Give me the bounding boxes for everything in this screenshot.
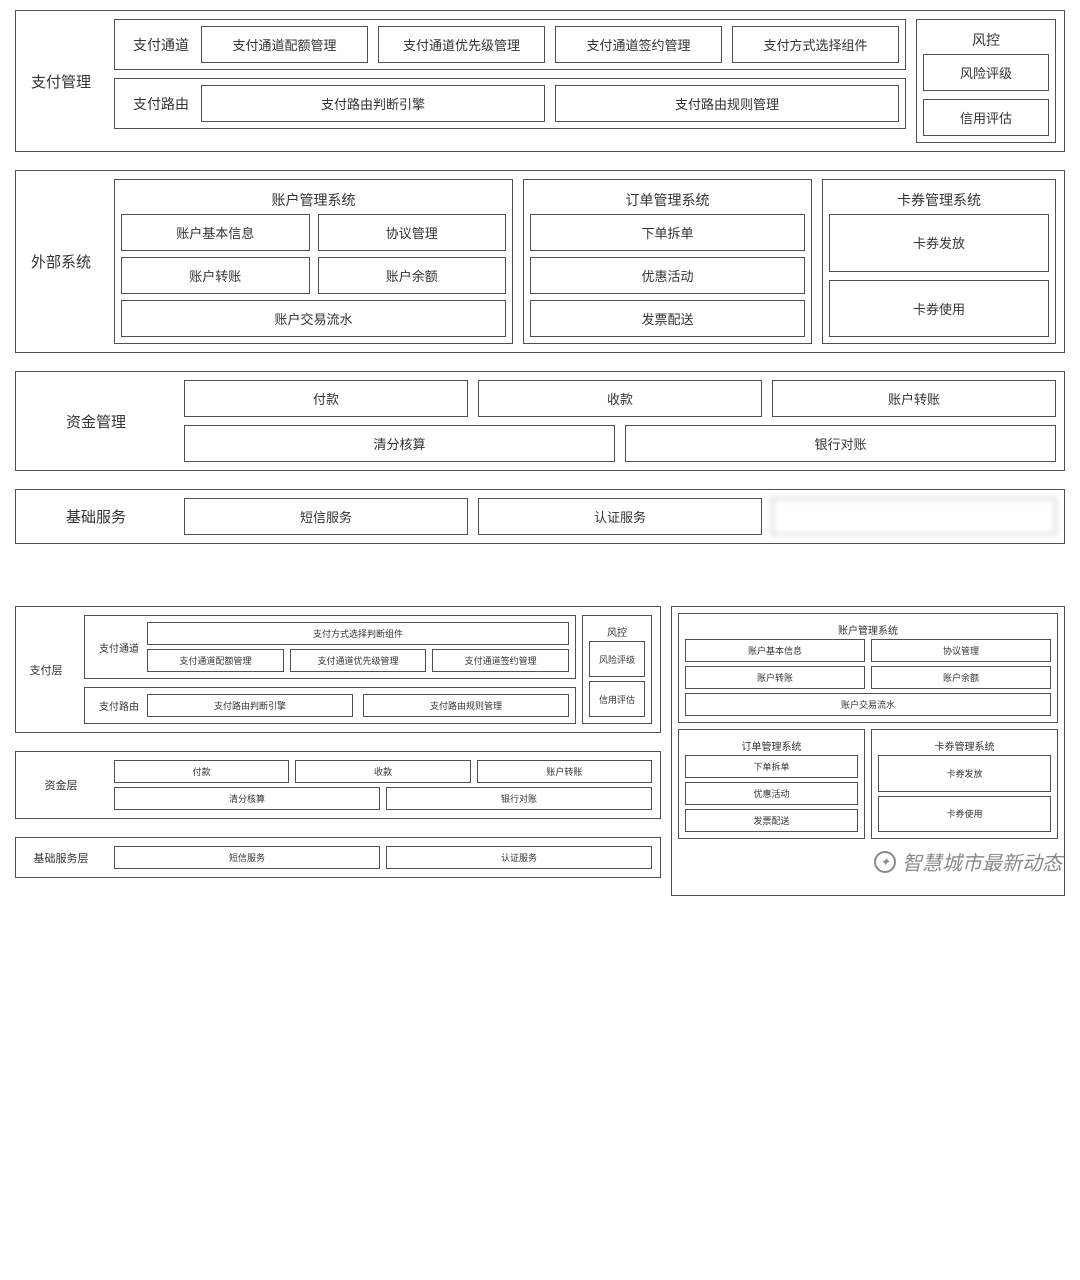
cell: 支付路由判断引擎 bbox=[201, 85, 545, 122]
mini-order: 订单管理系统 下单拆单 优惠活动 发票配送 bbox=[678, 729, 865, 839]
section-fund: 资金管理 付款 收款 账户转账 清分核算 银行对账 bbox=[15, 371, 1065, 471]
cell: 支付方式选择组件 bbox=[732, 26, 899, 63]
label-fund: 资金管理 bbox=[16, 372, 176, 470]
mini-acct: 账户管理系统 账户基本信息 协议管理 账户转账 账户余额 账户交易流水 bbox=[678, 613, 1058, 723]
cell: 支付路由规则管理 bbox=[555, 85, 899, 122]
panel-card: 卡券管理系统 卡券发放 卡券使用 bbox=[822, 179, 1056, 344]
label-base: 基础服务 bbox=[16, 490, 176, 543]
mini-card: 卡券管理系统 卡券发放 卡券使用 bbox=[871, 729, 1058, 839]
section-external: 外部系统 账户管理系统 账户基本信息 协议管理 账户转账 账户余额 账户交易流水… bbox=[15, 170, 1065, 353]
mini-pay: 支付层 支付通道 支付方式选择判断组件 支付通道配额管理 支付通道优先级管理 支… bbox=[15, 606, 661, 733]
panel-account: 账户管理系统 账户基本信息 协议管理 账户转账 账户余额 账户交易流水 bbox=[114, 179, 513, 344]
cell: 支付通道优先级管理 bbox=[378, 26, 545, 63]
row-pay-route: 支付路由 支付路由判断引擎 支付路由规则管理 bbox=[114, 78, 906, 129]
panel-risk: 风控 风险评级 信用评估 bbox=[916, 19, 1056, 143]
row-pay-channel: 支付通道 支付通道配额管理 支付通道优先级管理 支付通道签约管理 支付方式选择组… bbox=[114, 19, 906, 70]
mini-fund: 资金层 付款 收款 账户转账 清分核算 银行对账 bbox=[15, 751, 661, 819]
label-external: 外部系统 bbox=[16, 171, 106, 352]
label-pay-mgmt: 支付管理 bbox=[16, 11, 106, 151]
cell-obscured bbox=[772, 498, 1056, 535]
wechat-icon: ✦ bbox=[874, 851, 896, 873]
section-base: 基础服务 短信服务 认证服务 bbox=[15, 489, 1065, 544]
cell: 支付通道配额管理 bbox=[201, 26, 368, 63]
mini-base: 基础服务层 短信服务 认证服务 bbox=[15, 837, 661, 878]
panel-order: 订单管理系统 下单拆单 优惠活动 发票配送 bbox=[523, 179, 812, 344]
section-pay-mgmt: 支付管理 支付通道 支付通道配额管理 支付通道优先级管理 支付通道签约管理 支付… bbox=[15, 10, 1065, 152]
cell: 支付通道签约管理 bbox=[555, 26, 722, 63]
watermark: ✦ 智慧城市最新动态 bbox=[874, 847, 1062, 876]
